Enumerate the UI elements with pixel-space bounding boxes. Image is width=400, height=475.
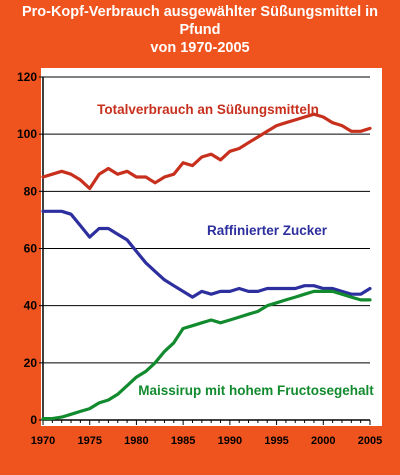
y-tick-label: 60 — [24, 242, 38, 256]
chart-title-line1: Pro-Kopf-Verbrauch ausgewählter Süßungsm… — [21, 4, 379, 38]
y-tick-label: 40 — [24, 299, 38, 313]
x-tick-label: 1980 — [124, 435, 148, 447]
x-tick-label: 2005 — [358, 435, 382, 447]
series-label-total: Totalverbrauch an Süßungsmitteln — [97, 102, 319, 117]
plot-background — [41, 68, 382, 426]
series-line-hfcs — [41, 289, 372, 421]
y-tick-label: 0 — [30, 413, 37, 427]
chart-title: Pro-Kopf-Verbrauch ausgewählter Süßungsm… — [0, 3, 400, 57]
y-tick-label: 80 — [24, 184, 38, 198]
y-tick-label: 20 — [24, 356, 38, 370]
x-tick-label: 1975 — [77, 435, 101, 447]
x-tick-label: 1995 — [264, 435, 288, 447]
x-tick-label: 1990 — [218, 435, 242, 447]
y-tick-label: 100 — [17, 127, 37, 141]
series-line-total — [41, 112, 372, 191]
x-tick-label: 2000 — [311, 435, 335, 447]
x-tick-label: 1970 — [31, 435, 55, 447]
y-tick-label: 120 — [17, 70, 37, 84]
chart-title-line2: von 1970-2005 — [150, 40, 250, 56]
series-label-hfcs: Maissirup mit hohem Fructosegehalt — [138, 383, 374, 398]
series-label-sugar: Raffinierter Zucker — [207, 223, 328, 238]
x-tick-label: 1985 — [171, 435, 195, 447]
series-line-sugar — [41, 209, 372, 299]
